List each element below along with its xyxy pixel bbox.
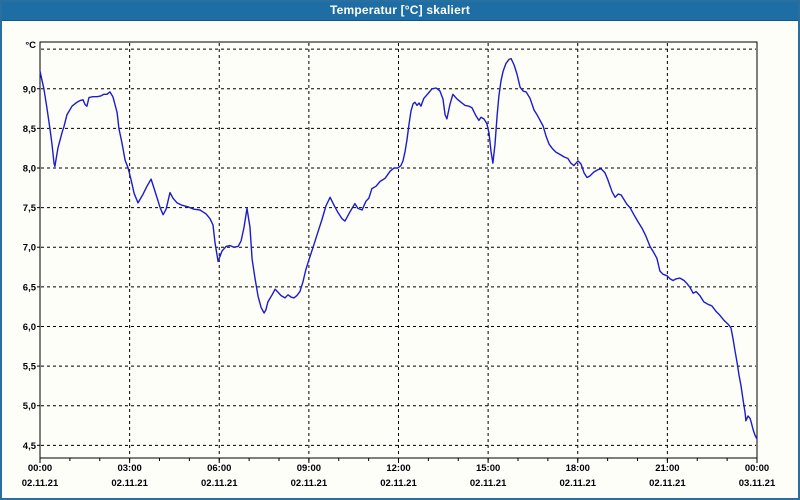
x-tick-time-label: 00:00	[745, 463, 769, 474]
x-tick-date-label: 02.11.21	[111, 478, 148, 489]
x-tick-date-label: 02.11.21	[470, 478, 507, 489]
x-tick-date-label: 02.11.21	[22, 478, 59, 489]
x-tick-time-label: 09:00	[297, 463, 321, 474]
x-tick-date-label: 02.11.21	[380, 478, 417, 489]
x-tick-date-label: 03.11.21	[739, 478, 776, 489]
x-tick-time-label: 06:00	[207, 463, 231, 474]
y-tick-label: 5,5	[23, 362, 37, 373]
x-tick-time-label: 15:00	[476, 463, 500, 474]
y-axis-unit-label: °C	[25, 40, 36, 51]
y-tick-label: 5,0	[23, 401, 36, 412]
x-tick-date-label: 02.11.21	[201, 478, 238, 489]
y-tick-label: 7,5	[23, 203, 37, 214]
title-bar: Temperatur [°C] skaliert	[2, 2, 798, 21]
x-tick-time-label: 18:00	[566, 463, 590, 474]
y-tick-label: 8,5	[23, 124, 37, 135]
temperature-line	[39, 57, 758, 440]
x-tick-time-label: 21:00	[655, 463, 679, 474]
y-tick-label: 6,5	[23, 282, 37, 293]
y-tick-label: 6,0	[23, 322, 36, 333]
x-tick-date-label: 02.11.21	[291, 478, 328, 489]
y-tick-label: 4,5	[23, 441, 37, 452]
y-tick-label: 8,0	[23, 163, 36, 174]
x-tick-date-label: 02.11.21	[560, 478, 597, 489]
x-tick-time-label: 00:00	[28, 463, 52, 474]
y-tick-label: 9,0	[23, 84, 36, 95]
x-tick-time-label: 03:00	[117, 463, 141, 474]
x-tick-date-label: 02.11.21	[649, 478, 686, 489]
x-tick-time-label: 12:00	[386, 463, 410, 474]
window-title: Temperatur [°C] skaliert	[329, 3, 471, 17]
y-tick-label: 7,0	[23, 243, 36, 254]
